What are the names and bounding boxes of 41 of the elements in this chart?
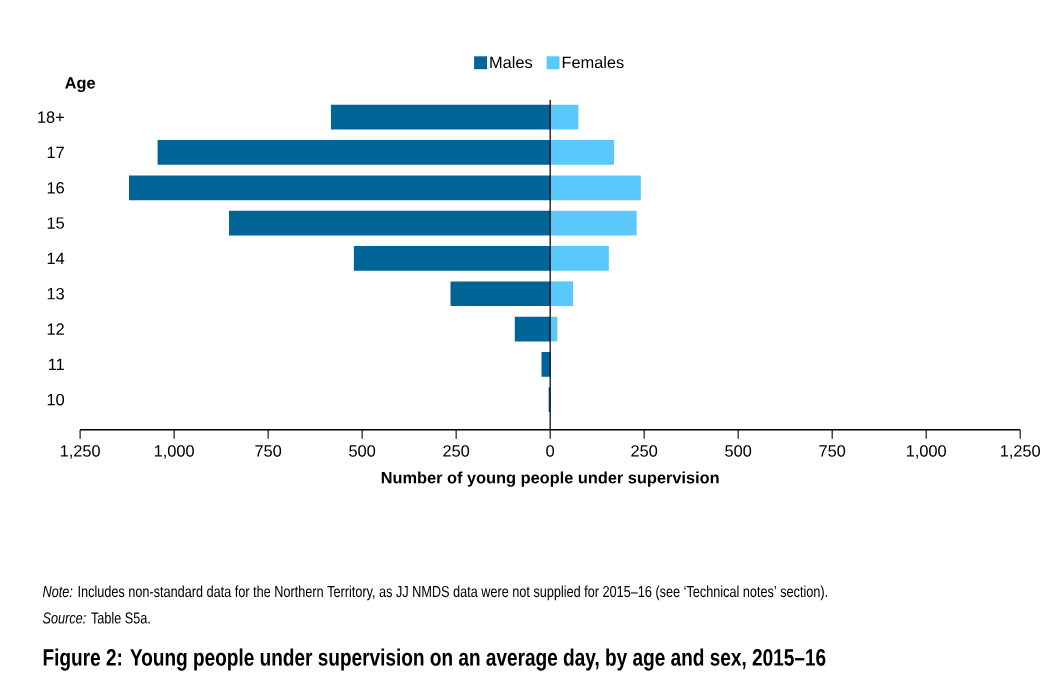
y-tick-label: 12 [47, 323, 64, 335]
y-tick-label: 15 [47, 217, 64, 229]
x-tick-label: 1,000 [154, 444, 194, 459]
bar [550, 245, 609, 271]
y-tick-label: 17 [47, 146, 64, 158]
bar [550, 175, 641, 200]
x-tick-label: 1,250 [1000, 444, 1041, 459]
bar [550, 139, 615, 165]
bar [550, 281, 574, 306]
x-tick-label: 250 [631, 444, 658, 457]
x-tick-label: 250 [443, 444, 470, 457]
y-tick-label: 16 [47, 181, 64, 194]
y-tick-label: 11 [48, 358, 64, 370]
bar [157, 139, 551, 165]
y-tick-label: 14 [47, 252, 65, 264]
y-tick-label: 18+ [38, 111, 64, 123]
bar [353, 245, 551, 271]
y-tick-label: 10 [47, 393, 65, 406]
bar [229, 210, 551, 236]
x-tick-label: 500 [349, 444, 376, 457]
text: Source: Table S5a. [42, 611, 150, 624]
y-axis-title: Age [65, 77, 96, 92]
y-tick-label: 13 [47, 287, 64, 300]
bar [541, 351, 551, 377]
x-axis-title: Number of young people under supervision [381, 471, 719, 487]
x-tick-label: 750 [819, 444, 846, 457]
x-tick-label: 1,250 [60, 444, 100, 459]
bar [550, 104, 579, 130]
legend-label: Females [562, 55, 624, 68]
bar [129, 175, 551, 200]
bar [550, 210, 637, 236]
x-tick-label: 1,000 [906, 444, 946, 459]
x-tick-label: 0 [546, 444, 555, 457]
text: Figure 2: Young people under supervision on an average day, by age and sex, 2015–16 [43, 648, 826, 671]
bar [450, 281, 551, 306]
legend-label: Males [490, 55, 533, 68]
x-tick-label: 500 [725, 444, 752, 457]
text: Note: Includes non-standard data for the Northern Territory, as JJ NMDS data were not supplied for 2015–16 (see ‘Technical notes’ section). [42, 585, 827, 601]
bar [330, 104, 551, 130]
x-tick-label: 750 [255, 444, 282, 457]
bar [514, 316, 551, 342]
